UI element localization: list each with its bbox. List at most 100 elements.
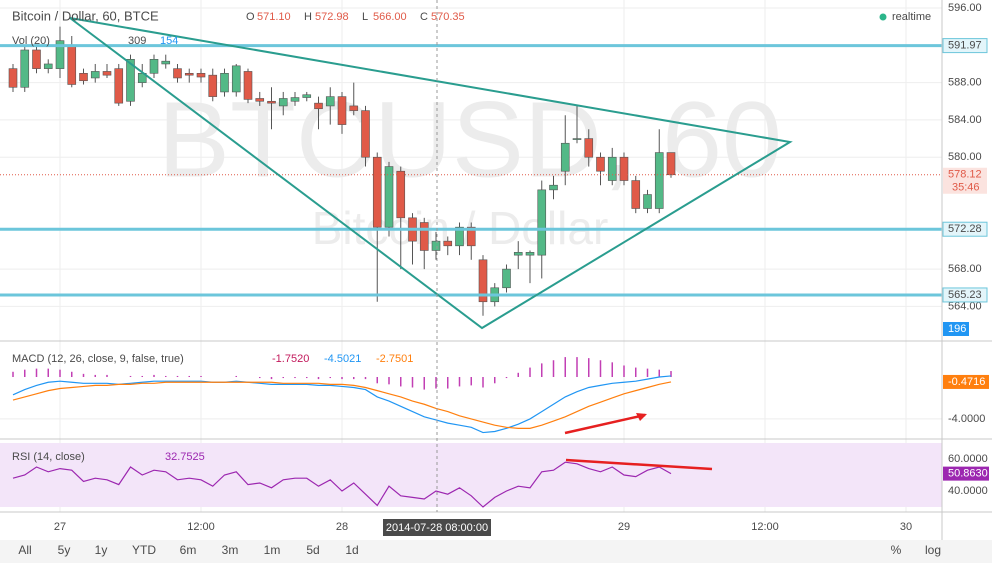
range-button[interactable]: 6m [180, 543, 197, 557]
candle-body [537, 189, 547, 256]
macd-histogram-bar [153, 374, 155, 378]
y-tick-label: 40.0000 [948, 485, 988, 497]
range-button[interactable]: 1y [95, 543, 108, 557]
macd-value: -2.7501 [376, 353, 413, 365]
macd-histogram-bar [306, 377, 308, 379]
candle-body [243, 71, 253, 100]
candle-body [513, 252, 523, 256]
macd-histogram-bar [165, 375, 167, 378]
range-button[interactable]: All [18, 543, 31, 557]
x-tick-label: 12:00 [187, 521, 215, 533]
y-tick-label: 564.00 [948, 300, 982, 312]
range-button[interactable]: 3m [222, 543, 239, 557]
rsi-title: RSI (14, close) [12, 451, 85, 463]
candle-body [349, 105, 359, 111]
candle-body [361, 110, 370, 158]
macd-histogram-bar [529, 367, 531, 378]
candle-body [466, 226, 476, 247]
indicator-line [12, 461, 672, 508]
level-label: 572.28 [948, 223, 982, 235]
macd-histogram-bar [552, 360, 555, 378]
candle-body [654, 152, 664, 209]
macd-histogram-bar [482, 377, 484, 388]
candle-body [666, 152, 676, 176]
macd-histogram-bar [623, 365, 625, 378]
candle-body [278, 98, 288, 107]
option-button[interactable]: log [925, 543, 941, 557]
level-label: 565.23 [948, 289, 982, 301]
candle-body [502, 268, 511, 289]
ohlc-label: C [420, 11, 428, 23]
option-button[interactable]: % [891, 543, 902, 557]
range-button[interactable]: YTD [132, 543, 156, 557]
level-label: 591.97 [948, 40, 982, 52]
candle-body [90, 71, 100, 79]
ohlc-label: L [362, 11, 368, 23]
symbol-title: Bitcoin / Dollar, 60, BTCE [12, 8, 159, 23]
candle-body [619, 156, 629, 181]
macd-value: -4.5021 [324, 353, 361, 365]
candle-body [196, 72, 206, 78]
macd-histogram-bar [12, 371, 14, 378]
candle-body [443, 240, 453, 247]
macd-histogram-bar [646, 368, 649, 378]
macd-histogram-bar [447, 377, 449, 389]
level-label-box [942, 287, 988, 303]
range-button[interactable]: 5y [58, 543, 71, 557]
candle-body [584, 138, 594, 158]
candle-body [267, 100, 276, 104]
candle-body [79, 72, 88, 82]
macd-histogram-bar [259, 377, 261, 379]
x-tick-label: 29 [618, 521, 630, 533]
macd-histogram-bar [141, 375, 143, 378]
candle-body [55, 40, 65, 69]
candle-body [607, 156, 617, 181]
macd-histogram-bar [376, 377, 378, 384]
macd-title: MACD (12, 26, close, 9, false, true) [12, 353, 184, 365]
macd-histogram-bar [400, 377, 402, 387]
macd-histogram-bar [458, 377, 461, 387]
macd-histogram-bar [564, 357, 566, 378]
candle-body [596, 156, 605, 172]
y-tick-label: -4.0000 [948, 413, 985, 425]
macd-histogram-bar [388, 377, 390, 385]
macd-value: -1.7520 [272, 353, 309, 365]
macd-histogram-bar [82, 373, 85, 378]
candle-body [525, 252, 535, 256]
last-value-box [943, 374, 989, 389]
macd-histogram-bar [635, 367, 637, 378]
range-button[interactable]: 1d [345, 543, 358, 557]
macd-histogram-bar [129, 375, 132, 378]
candle-body [631, 180, 641, 209]
crosshair-label: 2014-07-28 08:00:00 [386, 522, 488, 534]
macd-histogram-bar [541, 363, 543, 378]
level-label-box [942, 38, 988, 54]
ohlc-label: H [304, 11, 312, 23]
level-label-box [942, 221, 988, 237]
last-price-label: 578.12 [948, 169, 982, 181]
last-price-box [943, 167, 987, 194]
candle-body [184, 72, 194, 76]
macd-histogram-bar [200, 375, 202, 378]
y-tick-label: 596.00 [948, 2, 982, 14]
volume-label-box [943, 322, 969, 336]
macd-histogram-bar [235, 375, 237, 378]
volume-ma-value: 154 [160, 35, 178, 47]
macd-histogram-bar [341, 377, 343, 380]
macd-histogram-bar [588, 358, 590, 378]
candle-body [102, 71, 112, 76]
range-button[interactable]: 1m [264, 543, 281, 557]
candle-body [114, 68, 124, 104]
macd-histogram-bar [47, 368, 49, 378]
x-tick-label: 30 [900, 521, 912, 533]
candle-body [208, 74, 218, 97]
candle-body [149, 59, 159, 74]
macd-histogram-bar [59, 369, 61, 378]
macd-histogram-bar [494, 377, 496, 384]
macd-histogram-bar [576, 357, 578, 378]
macd-histogram-bar [411, 377, 414, 388]
range-button[interactable]: 5d [306, 543, 319, 557]
macd-histogram-bar [106, 374, 108, 378]
macd-histogram-bar [599, 360, 602, 378]
candle-body [325, 96, 335, 107]
